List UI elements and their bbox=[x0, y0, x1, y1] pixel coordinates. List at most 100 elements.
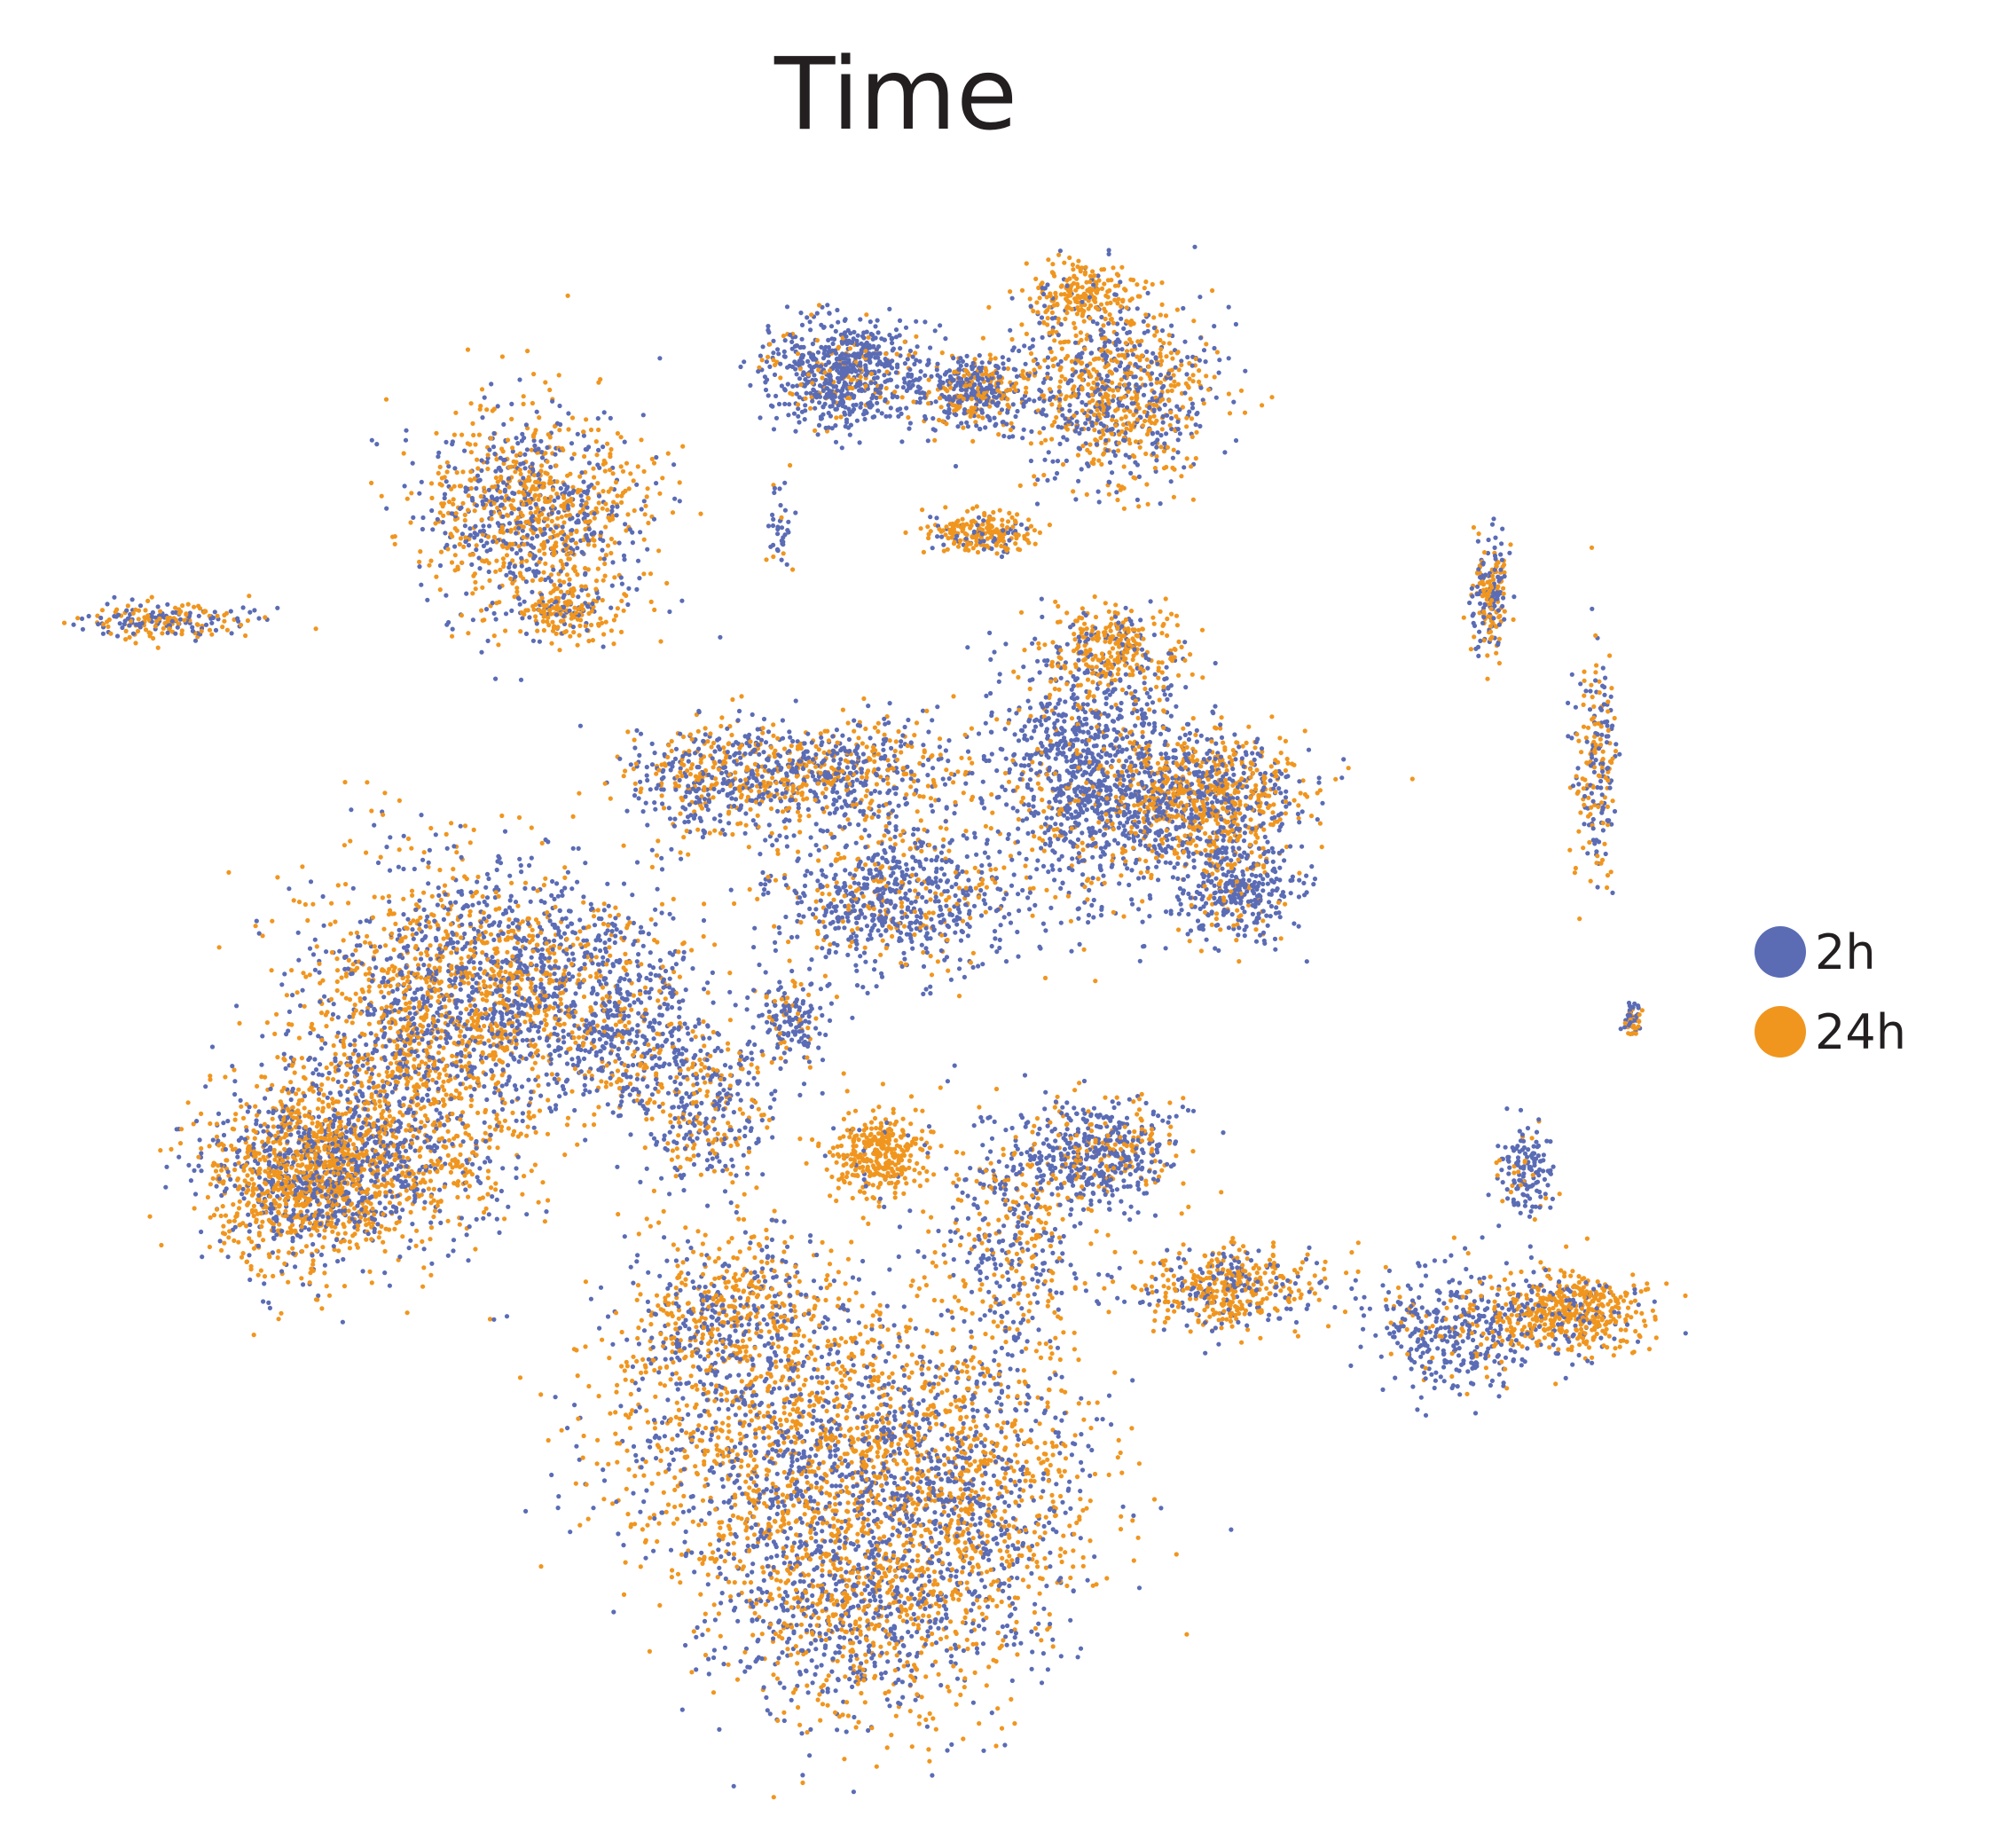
cell-point bbox=[373, 1173, 379, 1178]
cell-point bbox=[290, 1246, 295, 1251]
cell-point bbox=[334, 1237, 340, 1243]
cell-point bbox=[325, 1178, 330, 1184]
cell-point bbox=[564, 1004, 569, 1010]
cell-point bbox=[445, 1118, 451, 1123]
cell-point bbox=[613, 905, 618, 910]
cell-point bbox=[331, 1042, 336, 1049]
cell-point bbox=[464, 902, 469, 908]
cell-point bbox=[289, 968, 294, 973]
cell-point bbox=[329, 949, 334, 955]
cell-point bbox=[364, 1149, 369, 1154]
cell-point bbox=[216, 1176, 222, 1182]
cell-point bbox=[269, 1210, 274, 1215]
cell-point bbox=[329, 900, 334, 906]
cell-point bbox=[631, 1062, 636, 1068]
cell-point bbox=[438, 1220, 444, 1225]
cell-point bbox=[377, 1098, 382, 1104]
cell-point bbox=[210, 1137, 216, 1143]
cell-point bbox=[496, 923, 502, 928]
cell-point bbox=[418, 1145, 423, 1151]
cell-point bbox=[282, 971, 287, 977]
cell-point bbox=[400, 1234, 405, 1239]
cell-point bbox=[275, 875, 280, 880]
cell-point bbox=[382, 1008, 388, 1013]
cell-point bbox=[247, 1105, 252, 1110]
cell-point bbox=[628, 1038, 633, 1043]
cell-point bbox=[491, 1011, 497, 1017]
cell-point bbox=[568, 908, 573, 914]
cell-point bbox=[643, 989, 648, 995]
cell-point bbox=[301, 1074, 307, 1080]
cell-point bbox=[500, 959, 506, 964]
cell-point bbox=[402, 1096, 407, 1101]
cell-point bbox=[577, 917, 583, 923]
cell-point bbox=[344, 1129, 349, 1135]
cell-point bbox=[679, 1176, 685, 1181]
cell-point bbox=[369, 1066, 374, 1072]
cell-point bbox=[428, 1044, 433, 1050]
cell-point bbox=[539, 964, 545, 970]
cell-point bbox=[370, 972, 375, 978]
cell-point bbox=[718, 1081, 723, 1088]
cell-point bbox=[367, 1195, 373, 1200]
cell-point bbox=[630, 1088, 636, 1093]
cell-point bbox=[408, 1098, 414, 1105]
cell-point bbox=[270, 1116, 275, 1121]
cell-point bbox=[233, 1112, 239, 1117]
cell-point bbox=[456, 965, 462, 971]
cell-point bbox=[452, 976, 459, 981]
cell-point bbox=[528, 1052, 533, 1058]
cell-point bbox=[470, 973, 475, 979]
cell-point bbox=[452, 900, 459, 905]
cell-point bbox=[409, 845, 414, 851]
cell-point bbox=[624, 997, 630, 1003]
cell-point bbox=[745, 1081, 750, 1087]
cell-point bbox=[734, 1209, 739, 1215]
cell-point bbox=[445, 1033, 451, 1038]
cell-point bbox=[428, 1031, 434, 1036]
cell-point bbox=[440, 954, 445, 960]
cell-point bbox=[293, 1192, 298, 1198]
cell-point bbox=[507, 1032, 514, 1037]
cell-point bbox=[259, 1202, 264, 1207]
cell-point bbox=[247, 1181, 252, 1186]
cell-point bbox=[528, 1001, 533, 1006]
cell-point bbox=[727, 1097, 733, 1102]
cell-point bbox=[444, 941, 450, 947]
cell-point bbox=[648, 950, 653, 955]
cell-point bbox=[301, 1203, 306, 1208]
cell-point bbox=[436, 885, 441, 891]
cell-point bbox=[314, 1135, 319, 1140]
cell-point bbox=[569, 1010, 575, 1015]
cell-point bbox=[360, 1269, 365, 1274]
cell-point bbox=[572, 1003, 577, 1008]
cell-point bbox=[638, 930, 643, 935]
cell-point bbox=[403, 1148, 409, 1153]
cell-point bbox=[291, 898, 296, 903]
cell-point bbox=[178, 1127, 185, 1132]
cell-point bbox=[357, 1183, 362, 1188]
cell-point bbox=[381, 1156, 386, 1162]
cell-point bbox=[272, 1133, 278, 1138]
cell-point bbox=[412, 971, 417, 977]
cell-point bbox=[640, 943, 646, 948]
cell-point bbox=[497, 1000, 502, 1005]
cell-point bbox=[267, 1305, 272, 1310]
cell-point bbox=[472, 1065, 477, 1070]
cell-point bbox=[538, 1020, 544, 1026]
cell-point bbox=[397, 847, 402, 853]
cell-point bbox=[354, 1064, 359, 1069]
cell-point bbox=[582, 954, 587, 959]
cell-point bbox=[549, 1072, 554, 1077]
cell-point bbox=[443, 946, 448, 951]
cell-point bbox=[292, 1176, 297, 1181]
cell-point bbox=[613, 1022, 619, 1027]
cell-point bbox=[330, 1011, 336, 1017]
cell-point bbox=[288, 1111, 294, 1116]
cell-point bbox=[597, 1036, 602, 1042]
cell-point bbox=[575, 936, 580, 941]
cell-point bbox=[169, 1146, 174, 1152]
cell-point bbox=[592, 1028, 597, 1034]
cell-point bbox=[310, 1225, 316, 1231]
cell-point bbox=[237, 1199, 242, 1204]
